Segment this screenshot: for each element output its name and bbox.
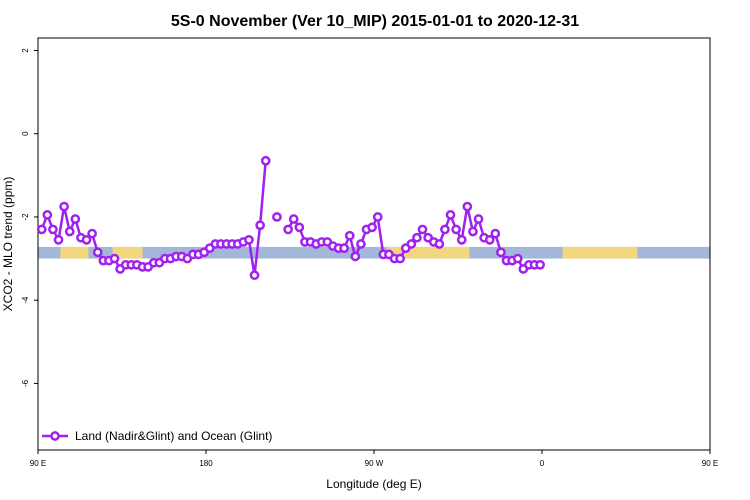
data-point xyxy=(490,228,501,239)
data-point xyxy=(59,201,69,212)
land-band xyxy=(562,246,638,259)
ocean-band xyxy=(38,246,710,259)
data-point xyxy=(53,234,64,245)
y-tick-label: -6 xyxy=(21,379,30,387)
data-point xyxy=(496,247,506,258)
y-axis-label: XCO2 - MLO trend (ppm) xyxy=(1,177,15,312)
chart-title: 5S-0 November (Ver 10_MIP) 2015-01-01 to… xyxy=(171,13,579,30)
data-point xyxy=(417,224,428,235)
data-point xyxy=(288,214,299,224)
data-point xyxy=(283,224,293,235)
legend: Land (Nadir&Glint) and Ocean (Glint) xyxy=(42,429,272,443)
series-land-ocean xyxy=(36,155,545,281)
data-point xyxy=(350,251,361,262)
data-point xyxy=(434,239,445,249)
data-point xyxy=(462,201,473,212)
data-point xyxy=(81,234,92,245)
y-axis: 2 0 -2 -4 -6 xyxy=(21,48,38,387)
x-tick-label: 180 xyxy=(199,459,213,468)
x-axis: 90 E 180 90 W 0 90 E xyxy=(30,450,718,468)
y-tick-label: 0 xyxy=(21,131,30,136)
y-tick-label: -2 xyxy=(21,213,30,221)
legend-label: Land (Nadir&Glint) and Ocean (Glint) xyxy=(75,429,272,443)
x-tick-label: 90 W xyxy=(365,459,384,468)
data-point xyxy=(456,234,467,245)
data-point xyxy=(92,247,103,258)
data-point xyxy=(473,214,484,224)
data-point xyxy=(87,228,97,239)
data-point xyxy=(272,212,282,222)
data-point xyxy=(468,226,478,237)
plot-frame xyxy=(37,37,711,451)
data-point xyxy=(36,224,47,235)
data-point xyxy=(440,224,450,235)
data-point xyxy=(406,239,417,249)
data-point xyxy=(445,210,456,220)
data-point xyxy=(484,234,495,245)
data-point xyxy=(372,212,383,222)
land-band xyxy=(387,246,470,259)
data-point xyxy=(249,270,260,281)
data-point xyxy=(356,239,366,249)
data-point xyxy=(367,222,377,233)
data-point xyxy=(70,214,81,224)
data-point xyxy=(451,224,461,235)
data-point xyxy=(339,243,349,254)
land-band xyxy=(60,246,89,259)
x-tick-label: 0 xyxy=(540,459,545,468)
data-point xyxy=(255,220,265,231)
data-point xyxy=(344,230,355,241)
data-point xyxy=(42,210,53,220)
x-axis-label: Longitude (deg E) xyxy=(326,477,421,491)
data-point xyxy=(244,234,254,245)
x-tick-label: 90 E xyxy=(702,459,718,468)
y-tick-label: 2 xyxy=(21,48,30,53)
data-point xyxy=(512,253,523,264)
legend-marker xyxy=(50,431,60,441)
data-point xyxy=(535,259,545,270)
data-point xyxy=(48,224,58,235)
data-point xyxy=(294,222,305,233)
data-point xyxy=(412,232,422,243)
ocean-land-band xyxy=(38,246,710,259)
data-point xyxy=(64,226,75,237)
data-point xyxy=(109,253,120,264)
land-band xyxy=(112,246,143,259)
x-tick-label: 90 E xyxy=(30,459,46,468)
data-point xyxy=(260,155,271,166)
y-tick-label: -4 xyxy=(21,296,30,304)
data-point xyxy=(395,253,405,264)
